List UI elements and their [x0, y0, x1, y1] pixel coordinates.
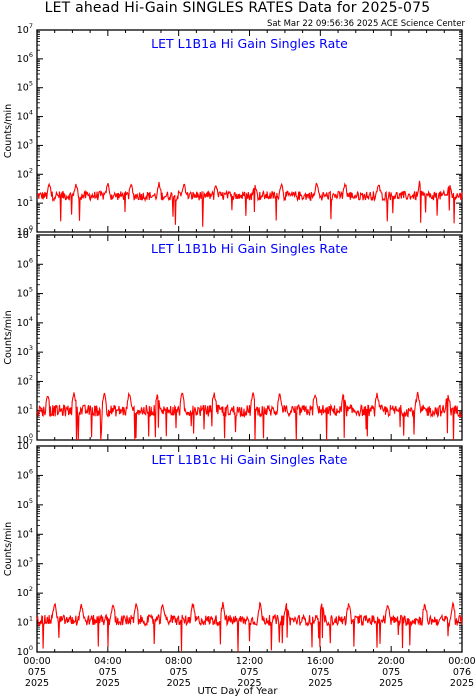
x-tick-label: 076 [453, 667, 471, 678]
series-line [36, 391, 463, 441]
x-tick-label: 075 [170, 667, 188, 678]
y-axis-label: Counts/min [3, 310, 14, 364]
x-tick-label: 2025 [237, 678, 261, 689]
y-tick-label: 107 [17, 22, 33, 36]
x-tick-label: 075 [240, 667, 258, 678]
x-tick-label: 08:00 [165, 656, 192, 667]
x-tick-label: 2025 [450, 678, 474, 689]
y-tick-label: 101 [17, 615, 33, 629]
y-tick-label: 106 [17, 51, 33, 65]
y-tick-label: 107 [17, 227, 33, 241]
series-line [36, 601, 463, 652]
x-tick-label: 04:00 [94, 656, 121, 667]
y-tick-label: 105 [17, 80, 33, 94]
y-axis-label: Counts/min [3, 522, 14, 576]
y-tick-label: 103 [17, 137, 33, 151]
y-tick-label: 106 [17, 467, 33, 481]
series-line [36, 180, 463, 227]
x-tick-label: 075 [28, 667, 46, 678]
x-tick-label: 2025 [167, 678, 191, 689]
y-tick-label: 106 [17, 256, 33, 270]
y-tick-label: 104 [17, 526, 33, 540]
panel-frame [36, 29, 463, 233]
x-tick-label: 2025 [379, 678, 403, 689]
chart-title: LET ahead Hi-Gain SINGLES RATES Data for… [44, 0, 431, 16]
x-tick-label: 075 [311, 667, 329, 678]
y-tick-label: 101 [17, 403, 33, 417]
x-tick-label: 075 [99, 667, 117, 678]
y-tick-label: 104 [17, 315, 33, 329]
x-tick-label: 2025 [308, 678, 332, 689]
y-tick-label: 105 [17, 497, 33, 511]
x-tick-label: 12:00 [236, 656, 263, 667]
panel-title: LET L1B1c Hi Gain Singles Rate [152, 452, 348, 467]
x-tick-label: 2025 [96, 678, 120, 689]
x-tick-label: 16:00 [307, 656, 334, 667]
y-tick-label: 107 [17, 438, 33, 452]
x-tick-label: 075 [382, 667, 400, 678]
y-tick-label: 103 [17, 344, 33, 358]
y-tick-label: 105 [17, 286, 33, 300]
x-tick-label: 00:00 [23, 656, 50, 667]
panel-title: LET L1B1a Hi Gain Singles Rate [151, 36, 348, 51]
generation-timestamp: Sat Mar 22 09:56:36 2025 ACE Science Cen… [266, 19, 465, 29]
panel-title: LET L1B1b Hi Gain Singles Rate [151, 241, 348, 256]
y-axis-label: Counts/min [3, 104, 14, 158]
y-tick-label: 102 [17, 585, 33, 599]
y-tick-label: 102 [17, 166, 33, 180]
y-tick-label: 101 [17, 195, 33, 209]
x-tick-label: 2025 [25, 678, 49, 689]
y-tick-label: 102 [17, 373, 33, 387]
x-tick-label: 00:00 [448, 656, 475, 667]
y-tick-label: 103 [17, 556, 33, 570]
y-tick-label: 104 [17, 109, 33, 123]
x-tick-label: 20:00 [377, 656, 404, 667]
x-axis-label: UTC Day of Year [197, 686, 278, 697]
